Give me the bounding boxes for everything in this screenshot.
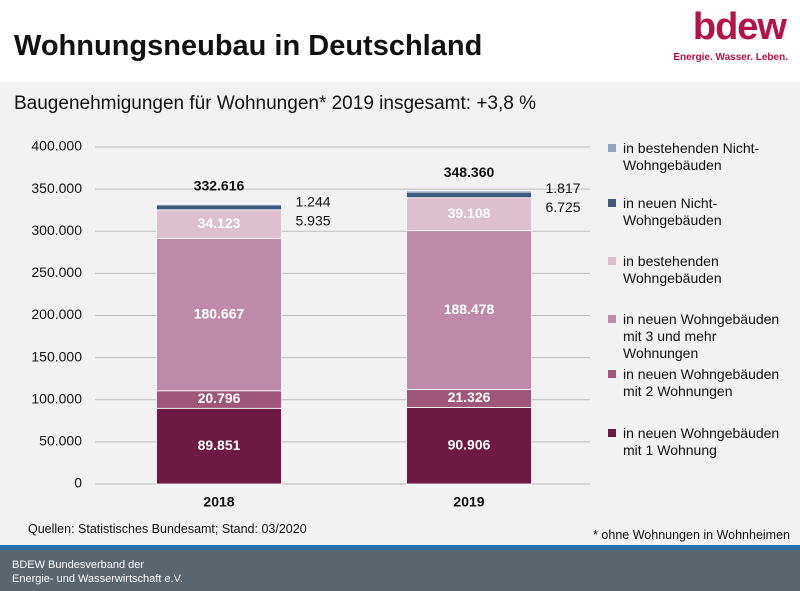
y-tick-label: 50.000 xyxy=(39,433,82,449)
value-label: 1.244 xyxy=(296,193,331,209)
total-label: 348.360 xyxy=(444,164,495,180)
bar-segment xyxy=(406,407,532,485)
legend-label: in bestehenden Wohngebäuden xyxy=(623,253,722,286)
legend-item: in neuen Wohngebäuden mit 2 Wohnungen xyxy=(608,366,793,400)
legend-label: in neuen Wohngebäuden mit 2 Wohnungen xyxy=(623,366,780,399)
x-tick-label: 2019 xyxy=(453,494,484,510)
legend-label: in neuen Wohngebäuden mit 3 und mehr Woh… xyxy=(623,311,780,361)
divider xyxy=(0,545,800,550)
slide-title: Wohnungsneubau in Deutschland xyxy=(14,30,483,62)
y-tick-label: 350.000 xyxy=(31,180,82,196)
legend-item: in neuen Wohngebäuden mit 1 Wohnung xyxy=(608,425,793,459)
value-label: 1.817 xyxy=(546,180,581,196)
y-tick-label: 0 xyxy=(74,475,82,491)
value-label: 21.326 xyxy=(448,389,491,405)
value-label: 90.906 xyxy=(448,436,491,452)
y-tick-label: 400.000 xyxy=(31,138,82,154)
footnote: * ohne Wohnungen in Wohnheimen xyxy=(593,528,790,542)
bar-segment xyxy=(156,203,282,206)
source: Quellen: Statistisches Bundesamt; Stand:… xyxy=(28,522,307,536)
footer: BDEW Bundesverband der Energie- und Wass… xyxy=(0,550,800,591)
legend-item: in neuen Nicht-Wohngebäuden xyxy=(608,195,793,229)
legend-swatch xyxy=(608,429,616,437)
legend-swatch xyxy=(608,144,616,152)
x-tick-label: 2018 xyxy=(203,494,234,510)
panel xyxy=(0,82,800,545)
legend-label: in bestehenden Nicht-Wohngebäuden xyxy=(623,140,760,173)
value-label: 39.108 xyxy=(448,205,491,221)
legend-label: in neuen Nicht-Wohngebäuden xyxy=(623,195,722,228)
bar-segment xyxy=(406,191,532,199)
value-label: 89.851 xyxy=(198,437,241,453)
bar-segment xyxy=(406,190,532,193)
legend-item: in bestehenden Wohngebäuden xyxy=(608,253,793,287)
legend-item: in bestehenden Nicht-Wohngebäuden xyxy=(608,140,793,174)
value-label: 20.796 xyxy=(198,390,241,406)
value-label: 188.478 xyxy=(444,301,495,317)
total-label: 332.616 xyxy=(194,177,245,193)
y-tick-label: 150.000 xyxy=(31,348,82,364)
footer-line: Energie- und Wasserwirtschaft e.V. xyxy=(12,573,183,585)
chart-title: Baugenehmigungen für Wohnungen* 2019 ins… xyxy=(14,93,536,114)
legend-swatch xyxy=(608,370,616,378)
y-tick-label: 200.000 xyxy=(31,306,82,322)
bar-segment xyxy=(406,230,532,390)
value-label: 180.667 xyxy=(194,305,245,321)
y-tick-label: 300.000 xyxy=(31,222,82,238)
bar-segment xyxy=(156,209,282,239)
tagline: Energie. Wasser. Leben. xyxy=(673,52,788,63)
legend-swatch xyxy=(608,315,616,323)
bar-segment xyxy=(156,238,282,392)
legend-swatch xyxy=(608,257,616,265)
legend-label: in neuen Wohngebäuden mit 1 Wohnung xyxy=(623,425,780,458)
logo: bdew xyxy=(692,6,787,48)
footer-line: BDEW Bundesverband der xyxy=(12,559,145,571)
legend-swatch xyxy=(608,199,616,207)
y-tick-label: 100.000 xyxy=(31,390,82,406)
value-label: 6.725 xyxy=(546,199,581,215)
bar-segment xyxy=(406,197,532,232)
bar-segment xyxy=(156,204,282,211)
y-tick-label: 250.000 xyxy=(31,264,82,280)
bar-segment xyxy=(156,407,282,485)
value-label: 34.123 xyxy=(198,215,241,231)
legend-item: in neuen Wohngebäuden mit 3 und mehr Woh… xyxy=(608,311,793,362)
value-label: 5.935 xyxy=(296,212,331,228)
